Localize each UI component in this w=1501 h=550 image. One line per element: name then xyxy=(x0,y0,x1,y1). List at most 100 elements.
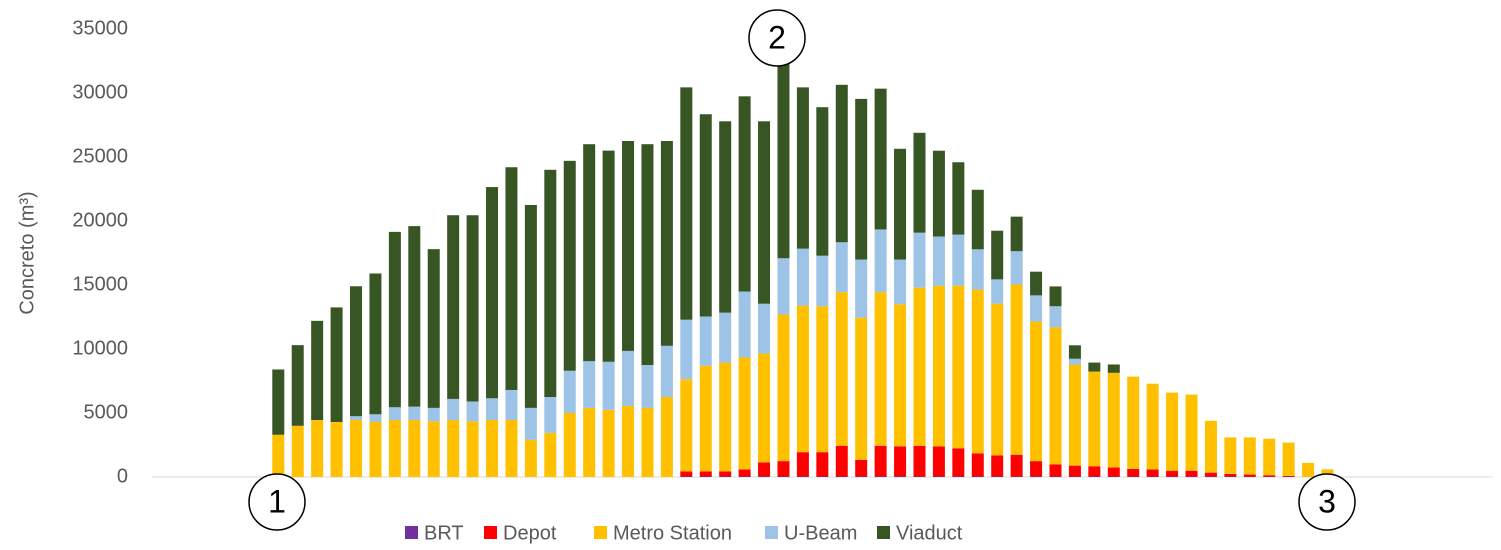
bar-segment xyxy=(602,409,615,477)
bar-segment xyxy=(699,316,712,366)
legend-swatch xyxy=(484,526,497,539)
bar-segment xyxy=(1088,362,1101,372)
legend-swatch xyxy=(405,526,418,539)
bar-segment xyxy=(427,421,440,477)
bar-segment xyxy=(796,248,809,306)
bar-segment xyxy=(738,357,751,470)
legend-label: Depot xyxy=(503,522,557,544)
bar-segment xyxy=(1127,468,1140,477)
bar-segment xyxy=(835,476,848,477)
bar-segment xyxy=(952,162,965,235)
bar-segment xyxy=(738,291,751,358)
bar-segment xyxy=(1010,454,1023,477)
bar-segment xyxy=(583,407,596,477)
bar-segment xyxy=(1282,442,1295,476)
bar-segment xyxy=(408,420,421,477)
annotation-circle xyxy=(748,9,806,67)
bar-segment xyxy=(350,420,363,477)
bar-segment xyxy=(1010,476,1023,477)
bar-segment xyxy=(1049,286,1062,307)
bar-segment xyxy=(796,476,809,477)
bar-segment xyxy=(1068,358,1081,365)
bar-segment xyxy=(369,414,382,422)
bar-segment xyxy=(1030,321,1043,462)
bar-segment xyxy=(350,416,363,421)
bar-segment xyxy=(971,453,984,477)
bar-segment xyxy=(291,425,304,477)
bar-segment xyxy=(563,370,576,413)
bar-segment xyxy=(1166,392,1179,471)
y-tick-label: 30000 xyxy=(72,81,128,103)
annotation-label: 2 xyxy=(768,19,786,55)
legend-swatch xyxy=(877,526,890,539)
bar-segment xyxy=(971,476,984,477)
bar-segment xyxy=(1282,475,1295,477)
bar-segment xyxy=(1224,437,1237,474)
legend-label: U-Beam xyxy=(784,522,857,544)
bar-segment xyxy=(1243,437,1256,475)
bar-segment xyxy=(777,461,790,477)
bar-segment xyxy=(758,353,771,463)
bar-segment xyxy=(505,389,518,421)
bar-segment xyxy=(816,107,829,256)
bar-segment xyxy=(447,215,460,399)
y-tick-label: 10000 xyxy=(72,337,128,359)
bar-segment xyxy=(952,234,965,286)
bar-segment xyxy=(1263,438,1276,476)
bar-segment xyxy=(1049,464,1062,477)
bar-segment xyxy=(699,471,712,477)
bar-segment xyxy=(1010,216,1023,252)
bar-segment xyxy=(602,361,615,410)
bar-segment xyxy=(1127,476,1140,477)
bar-segment xyxy=(796,305,809,453)
bar-segment xyxy=(1302,462,1315,477)
bar-segment xyxy=(330,307,343,422)
legend-label: Metro Station xyxy=(613,522,732,544)
bar-segment xyxy=(932,446,945,477)
bar-segment xyxy=(524,407,537,440)
bar-segment xyxy=(544,169,557,397)
bar-segment xyxy=(660,345,673,397)
bar-segment xyxy=(466,401,479,422)
bar-segment xyxy=(1088,371,1101,467)
bar-segment xyxy=(544,397,557,433)
bar-segment xyxy=(758,462,771,477)
bar-segment xyxy=(738,96,751,292)
bar-segment xyxy=(777,314,790,462)
bar-segment xyxy=(660,397,673,477)
annotation-circle xyxy=(248,473,306,531)
bar-segment xyxy=(816,255,829,307)
bar-segment xyxy=(1166,476,1179,477)
bar-segment xyxy=(1146,383,1159,470)
bar-segment xyxy=(874,88,887,230)
bar-segment xyxy=(1166,470,1179,477)
bar-segment xyxy=(758,303,771,354)
bar-segment xyxy=(1185,394,1198,471)
bar-segment xyxy=(388,420,401,477)
bar-segment xyxy=(1068,345,1081,359)
bar-segment xyxy=(1107,467,1120,477)
bar-segment xyxy=(835,292,848,446)
bar-segment xyxy=(1068,465,1081,477)
bar-segment xyxy=(447,398,460,421)
legend-swatch xyxy=(765,526,778,539)
bar-segment xyxy=(466,215,479,402)
bar-segment xyxy=(311,420,324,477)
bar-segment xyxy=(486,398,499,421)
bar-segment xyxy=(1030,476,1043,477)
bar-segment xyxy=(505,167,518,390)
bar-segment xyxy=(388,407,401,421)
bar-segment xyxy=(777,63,790,259)
bar-segment xyxy=(738,469,751,477)
bar-segment xyxy=(1204,476,1217,477)
bar-segment xyxy=(1088,476,1101,477)
bar-segment xyxy=(680,319,693,380)
bar-segment xyxy=(1146,469,1159,477)
bar-segment xyxy=(1068,364,1081,466)
bar-segment xyxy=(777,258,790,315)
bar-segment xyxy=(855,317,868,460)
bar-segment xyxy=(486,420,499,477)
bar-segment xyxy=(932,285,945,447)
bar-segment xyxy=(719,312,732,363)
